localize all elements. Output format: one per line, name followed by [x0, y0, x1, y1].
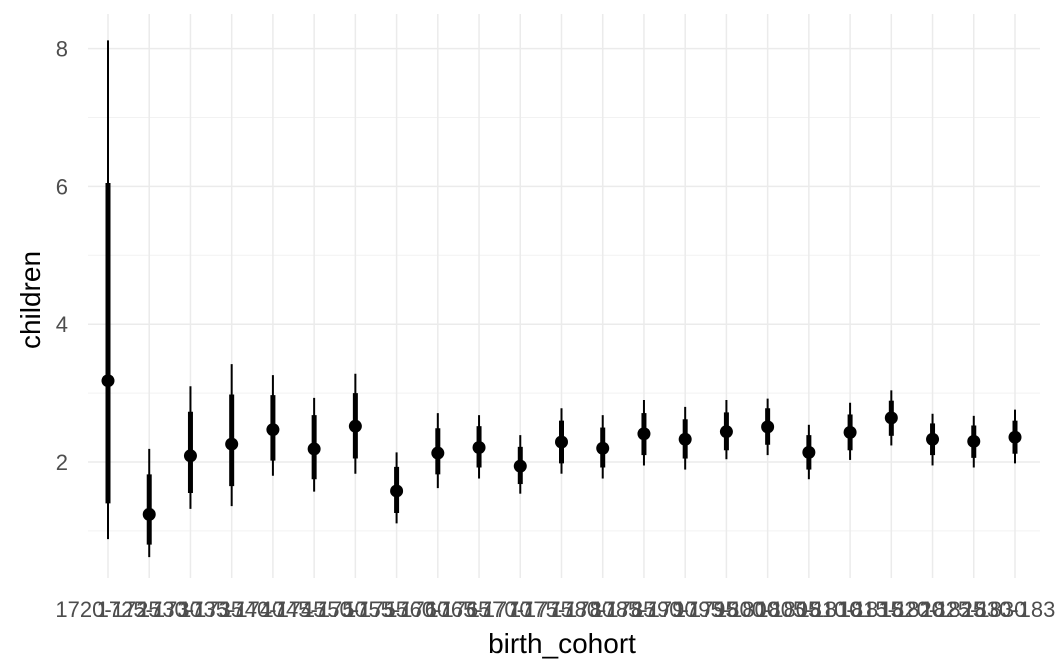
x-tick-label: 1740-1745	[220, 597, 325, 622]
point-estimate	[802, 445, 816, 459]
x-axis-ticks: 1720-17251725-17301730-17351735-17401740…	[55, 597, 1056, 622]
point-estimate	[967, 434, 981, 448]
point-estimate	[596, 441, 610, 455]
y-tick-label: 4	[56, 312, 68, 337]
point-estimate	[1008, 430, 1022, 444]
x-tick-label: 1785-1790	[591, 597, 696, 622]
y-tick-label: 8	[56, 37, 68, 62]
y-tick-label: 6	[56, 174, 68, 199]
point-estimate	[390, 484, 404, 498]
x-tick-label: 1795-1800	[674, 597, 779, 622]
x-tick-label: 1805-1810	[756, 597, 861, 622]
x-tick-label: 1825-1830	[921, 597, 1026, 622]
y-axis-title: children	[15, 251, 46, 349]
point-estimate	[225, 437, 239, 451]
x-tick-label: 1775-1780	[509, 597, 614, 622]
x-tick-label: 1760-1765	[385, 597, 490, 622]
x-tick-label: 1725-1730	[97, 597, 202, 622]
point-estimate	[884, 411, 898, 425]
point-estimate	[843, 425, 857, 439]
y-tick-label: 2	[56, 450, 68, 475]
x-tick-label: 1820-1825	[880, 597, 985, 622]
point-estimate	[307, 442, 321, 456]
point-estimate	[431, 446, 445, 460]
x-tick-label: 1830-1835	[962, 597, 1056, 622]
x-tick-label: 1730-1735	[138, 597, 243, 622]
point-estimate	[513, 459, 527, 473]
x-axis-title: birth_cohort	[488, 628, 636, 659]
point-estimate	[101, 374, 115, 388]
point-estimate	[142, 507, 156, 521]
point-estimate	[637, 427, 651, 441]
x-tick-label: 1745-1750	[262, 597, 367, 622]
point-estimate	[719, 425, 733, 439]
x-tick-label: 1770-1775	[468, 597, 573, 622]
x-tick-label: 1780-1785	[550, 597, 655, 622]
point-estimate	[926, 432, 940, 446]
point-estimate	[555, 435, 568, 449]
point-estimate	[761, 420, 775, 434]
x-tick-label: 1735-1740	[179, 597, 284, 622]
x-tick-label: 1765-1770	[426, 597, 531, 622]
x-tick-label: 1750-1755	[303, 597, 408, 622]
point-estimate	[266, 423, 280, 437]
point-estimate	[678, 432, 692, 446]
x-tick-label: 1720-1725	[55, 597, 160, 622]
x-tick-label: 1815-1820	[839, 597, 944, 622]
x-tick-label: 1810-1815	[797, 597, 902, 622]
interval-marks	[101, 40, 1022, 558]
point-estimate	[348, 419, 362, 433]
point-estimate	[472, 441, 486, 455]
point-estimate	[183, 449, 197, 463]
x-tick-label: 1790-1795	[633, 597, 738, 622]
y-axis-ticks: 2 4 6 8	[56, 37, 68, 475]
x-tick-label: 1755-1760	[344, 597, 449, 622]
x-tick-label: 1800-1805	[715, 597, 820, 622]
